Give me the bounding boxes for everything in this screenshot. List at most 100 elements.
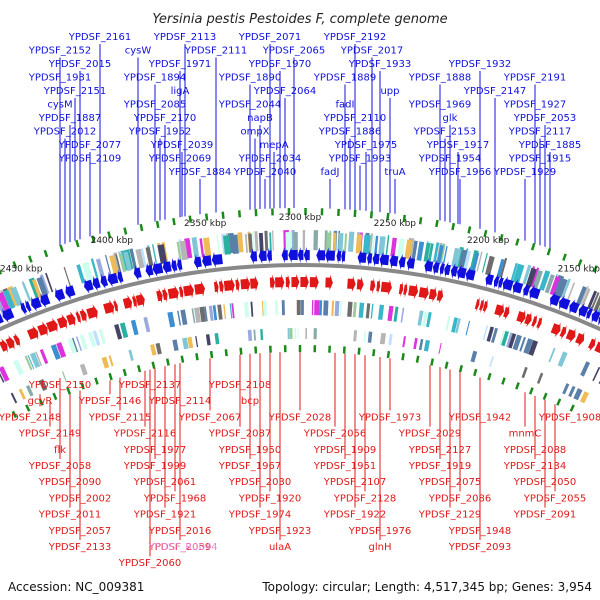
rna-gene-label: YPDSF_R0044	[147, 542, 217, 553]
feature-box	[76, 264, 86, 284]
gene-arrow	[75, 309, 82, 325]
gene-label: YPDSF_2090	[38, 477, 101, 488]
gene-arrow	[13, 332, 21, 348]
tick-mark	[43, 249, 49, 258]
tick-mark	[473, 368, 478, 377]
gene-arrow	[369, 277, 376, 294]
gene-arrow	[575, 331, 585, 347]
gene-arrow	[444, 261, 451, 278]
gene-arrow	[389, 252, 399, 269]
gene-arrow	[588, 337, 596, 352]
gene-label: YPDSF_2011	[38, 510, 101, 521]
gene-label: YPDSF_1915	[508, 154, 571, 165]
gene-arrow	[578, 303, 589, 318]
feature-box	[10, 286, 23, 307]
feature-box	[229, 303, 233, 319]
gene-arrow	[86, 304, 98, 320]
feature-box	[129, 248, 137, 269]
feature-box	[587, 290, 598, 310]
gene-arrow	[145, 262, 154, 279]
tick-mark	[25, 404, 31, 412]
gene-arrow	[494, 273, 500, 289]
feature-box	[184, 237, 193, 259]
feature-box	[512, 263, 525, 284]
gene-arrow	[403, 281, 408, 298]
gene-label: YPDSF_1885	[518, 140, 581, 151]
feature-box	[581, 288, 591, 307]
feature-box	[404, 239, 413, 260]
gene-label: YPDSF_2088	[503, 445, 566, 456]
feature-box	[61, 371, 67, 382]
gene-label: YPDSF_2087	[208, 429, 271, 440]
tick-mark	[66, 387, 72, 395]
gene-arrow	[202, 253, 212, 269]
gene-label: flk	[54, 445, 66, 456]
gene-label: ligA	[171, 86, 190, 97]
feature-box	[145, 246, 154, 267]
gene-label: YPDSF_2029	[398, 429, 461, 440]
gene-arrow	[524, 311, 532, 327]
gene-arrow	[550, 322, 561, 338]
gene-arrow	[569, 299, 580, 315]
feature-box	[442, 246, 448, 265]
feature-box	[247, 329, 253, 342]
gene-label: ompX	[240, 127, 269, 138]
gene-arrow	[372, 250, 380, 267]
feature-box	[203, 237, 212, 257]
feature-box	[592, 366, 600, 382]
feature-box	[130, 319, 139, 336]
feature-box	[362, 234, 371, 255]
feature-box	[423, 339, 431, 352]
gene-arrow	[356, 276, 364, 293]
gene-label: YPDSF_2002	[48, 493, 111, 504]
feature-box	[471, 252, 480, 272]
tick-mark	[75, 239, 80, 248]
feature-box	[253, 329, 256, 341]
gene-label: YPDSF_1975	[334, 140, 397, 151]
gene-arrow	[281, 247, 288, 264]
tick-mark	[556, 398, 562, 406]
tick-mark	[237, 210, 242, 218]
gene-label: YPDSF_1909	[313, 445, 376, 456]
feature-box	[208, 305, 214, 321]
feature-box	[250, 301, 254, 317]
gene-label: YPDSF_2017	[340, 46, 403, 57]
scale-ruler: 2450 kbp 2400 kbp 2350 kbp 2300 kbp 2250 kbp…	[0, 213, 600, 275]
gene-label: YPDSF_2113	[153, 32, 216, 43]
feature-box	[481, 252, 488, 273]
gene-arrow	[218, 278, 224, 295]
tick-mark	[137, 364, 142, 373]
feature-box	[269, 232, 272, 252]
gene-label: YPDSF_1973	[358, 412, 421, 423]
gene-label: YPDSF_2161	[68, 32, 131, 43]
scale-tick-label: 2300 kbp	[279, 213, 322, 223]
feature-box	[525, 267, 537, 288]
feature-box	[528, 340, 539, 356]
feature-box	[252, 231, 255, 252]
feature-box	[593, 294, 600, 313]
tick-mark	[80, 382, 85, 390]
feature-box	[261, 300, 264, 317]
feature-box	[519, 336, 526, 352]
feature-box	[326, 232, 332, 252]
gene-label: YPDSF_2107	[323, 477, 386, 488]
feature-box	[417, 310, 424, 326]
gene-label: YPDSF_2111	[184, 46, 247, 57]
tick-mark	[458, 364, 463, 373]
feature-box	[496, 258, 505, 279]
feature-box	[123, 251, 132, 272]
feature-box	[10, 392, 18, 404]
gene-arrow	[250, 248, 258, 265]
feature-box	[18, 388, 26, 400]
gene-label: YPDSF_2093	[448, 542, 511, 553]
tick-mark	[592, 265, 598, 273]
tick-mark	[386, 212, 390, 221]
gene-label: YPDSF_1950	[218, 445, 281, 456]
feature-box	[512, 334, 522, 351]
feature-box	[214, 333, 220, 345]
gene-arrow	[516, 309, 526, 325]
feature-box	[119, 322, 129, 339]
gene-label: upp	[380, 86, 399, 97]
feature-box	[365, 303, 371, 319]
feature-box	[549, 275, 561, 296]
